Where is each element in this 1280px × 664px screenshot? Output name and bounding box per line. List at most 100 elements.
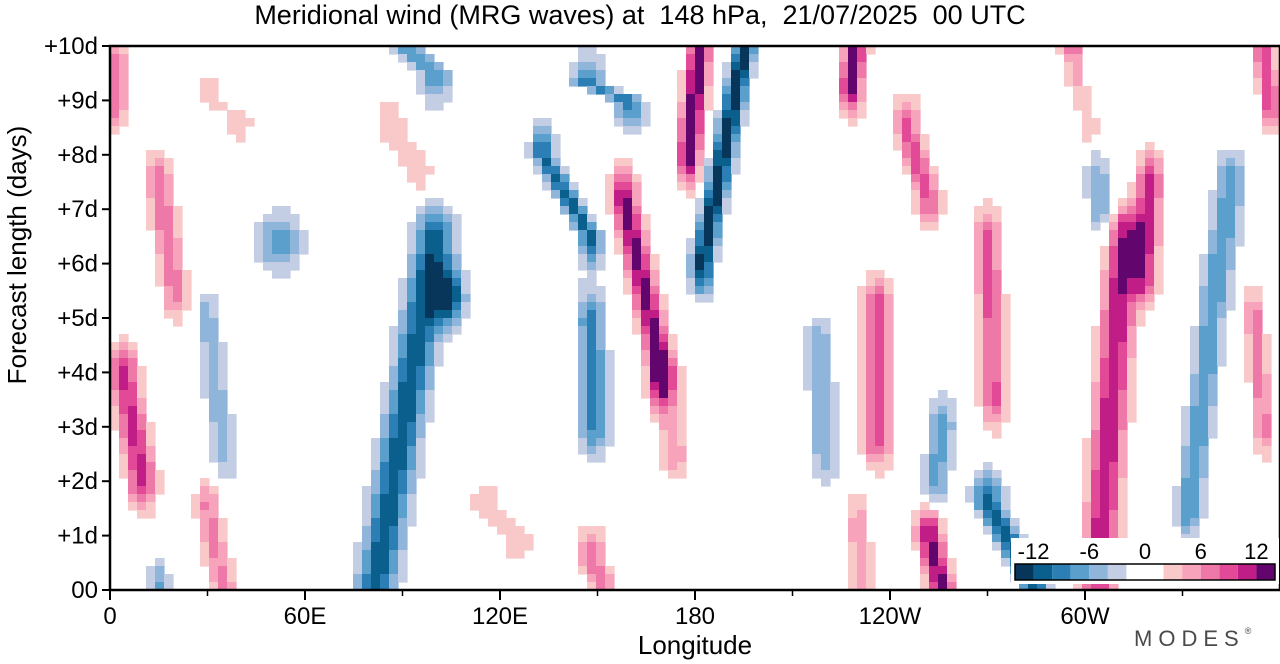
heatmap-cell bbox=[1109, 214, 1119, 223]
heatmap-cell bbox=[821, 382, 831, 391]
heatmap-cell bbox=[380, 414, 390, 423]
heatmap-cell bbox=[1253, 54, 1263, 63]
heatmap-cell bbox=[1217, 302, 1227, 311]
heatmap-cell bbox=[884, 342, 894, 351]
heatmap-cell bbox=[983, 334, 993, 343]
heatmap-cell bbox=[1001, 382, 1011, 391]
heatmap-cell bbox=[902, 102, 912, 111]
heatmap-cell bbox=[1118, 422, 1128, 431]
heatmap-cell bbox=[1127, 398, 1137, 407]
heatmap-cell bbox=[578, 414, 588, 423]
heatmap-cell bbox=[938, 470, 948, 479]
heatmap-cell bbox=[1217, 358, 1227, 367]
heatmap-cell bbox=[848, 118, 858, 127]
heatmap-cell bbox=[281, 246, 291, 255]
heatmap-cell bbox=[416, 350, 426, 359]
heatmap-cell bbox=[1109, 510, 1119, 519]
heatmap-cell bbox=[974, 374, 984, 383]
heatmap-cell bbox=[173, 222, 183, 231]
heatmap-cell bbox=[182, 278, 192, 287]
heatmap-cell bbox=[578, 366, 588, 375]
heatmap-cell bbox=[200, 518, 210, 527]
heatmap-cell bbox=[533, 134, 543, 143]
heatmap-cell bbox=[848, 542, 858, 551]
heatmap-cell bbox=[1154, 206, 1164, 215]
heatmap-cell bbox=[596, 446, 606, 455]
heatmap-cell bbox=[596, 302, 606, 311]
heatmap-cell bbox=[137, 494, 147, 503]
heatmap-cell bbox=[659, 358, 669, 367]
heatmap-cell bbox=[1262, 118, 1272, 127]
heatmap-cell bbox=[1118, 294, 1128, 303]
x-tick-label: 0 bbox=[103, 603, 116, 630]
heatmap-cell bbox=[200, 366, 210, 375]
heatmap-cell bbox=[407, 174, 417, 183]
heatmap-cell bbox=[731, 70, 741, 79]
heatmap-cell bbox=[155, 574, 165, 583]
heatmap-cell bbox=[560, 190, 570, 199]
heatmap-cell bbox=[1082, 134, 1092, 143]
heatmap-cell bbox=[695, 270, 705, 279]
heatmap-cell bbox=[641, 390, 651, 399]
heatmap-cell bbox=[920, 182, 930, 191]
heatmap-cell bbox=[938, 422, 948, 431]
heatmap-cell bbox=[389, 518, 399, 527]
heatmap-cell bbox=[398, 398, 408, 407]
heatmap-cell bbox=[605, 206, 615, 215]
heatmap-cell bbox=[974, 286, 984, 295]
heatmap-cell bbox=[209, 518, 219, 527]
heatmap-cell bbox=[929, 526, 939, 535]
heatmap-cell bbox=[389, 478, 399, 487]
heatmap-cell bbox=[686, 262, 696, 271]
heatmap-cell bbox=[614, 118, 624, 127]
heatmap-cell bbox=[947, 438, 957, 447]
heatmap-cell bbox=[614, 158, 624, 167]
heatmap-cell bbox=[1226, 262, 1236, 271]
heatmap-cell bbox=[1217, 214, 1227, 223]
heatmap-cell bbox=[596, 422, 606, 431]
heatmap-cell bbox=[983, 206, 993, 215]
heatmap-cell bbox=[119, 406, 129, 415]
heatmap-cell bbox=[128, 406, 138, 415]
heatmap-cell bbox=[542, 158, 552, 167]
heatmap-cell bbox=[164, 206, 174, 215]
heatmap-cell bbox=[1253, 422, 1263, 431]
heatmap-cell bbox=[1145, 182, 1155, 191]
heatmap-cell bbox=[587, 406, 597, 415]
heatmap-cell bbox=[1235, 150, 1245, 159]
heatmap-cell bbox=[1001, 414, 1011, 423]
heatmap-cell bbox=[677, 374, 687, 383]
heatmap-cell bbox=[830, 382, 840, 391]
colorbar-swatch bbox=[1070, 564, 1090, 580]
heatmap-cell bbox=[938, 438, 948, 447]
heatmap-cell bbox=[137, 390, 147, 399]
heatmap-cell bbox=[1091, 166, 1101, 175]
heatmap-cell bbox=[866, 398, 876, 407]
heatmap-cell bbox=[1127, 214, 1137, 223]
heatmap-cell bbox=[1208, 422, 1218, 431]
heatmap-cell bbox=[857, 334, 867, 343]
heatmap-cell bbox=[974, 326, 984, 335]
heatmap-cell bbox=[1091, 406, 1101, 415]
heatmap-cell bbox=[983, 494, 993, 503]
heatmap-cell bbox=[1118, 438, 1128, 447]
heatmap-cell bbox=[947, 422, 957, 431]
heatmap-cell bbox=[650, 270, 660, 279]
heatmap-cell bbox=[1118, 486, 1128, 495]
heatmap-cell bbox=[416, 62, 426, 71]
heatmap-cell bbox=[434, 342, 444, 351]
heatmap-cell bbox=[389, 566, 399, 575]
heatmap-cell bbox=[389, 126, 399, 135]
heatmap-cell bbox=[875, 326, 885, 335]
heatmap-cell bbox=[1001, 542, 1011, 551]
heatmap-cell bbox=[740, 78, 750, 87]
heatmap-cell bbox=[587, 350, 597, 359]
heatmap-cell bbox=[380, 486, 390, 495]
heatmap-cell bbox=[1262, 86, 1272, 95]
heatmap-cell bbox=[578, 326, 588, 335]
heatmap-cell bbox=[398, 150, 408, 159]
heatmap-cell bbox=[713, 118, 723, 127]
heatmap-cell bbox=[1064, 78, 1074, 87]
heatmap-cell bbox=[209, 390, 219, 399]
heatmap-cell bbox=[812, 470, 822, 479]
